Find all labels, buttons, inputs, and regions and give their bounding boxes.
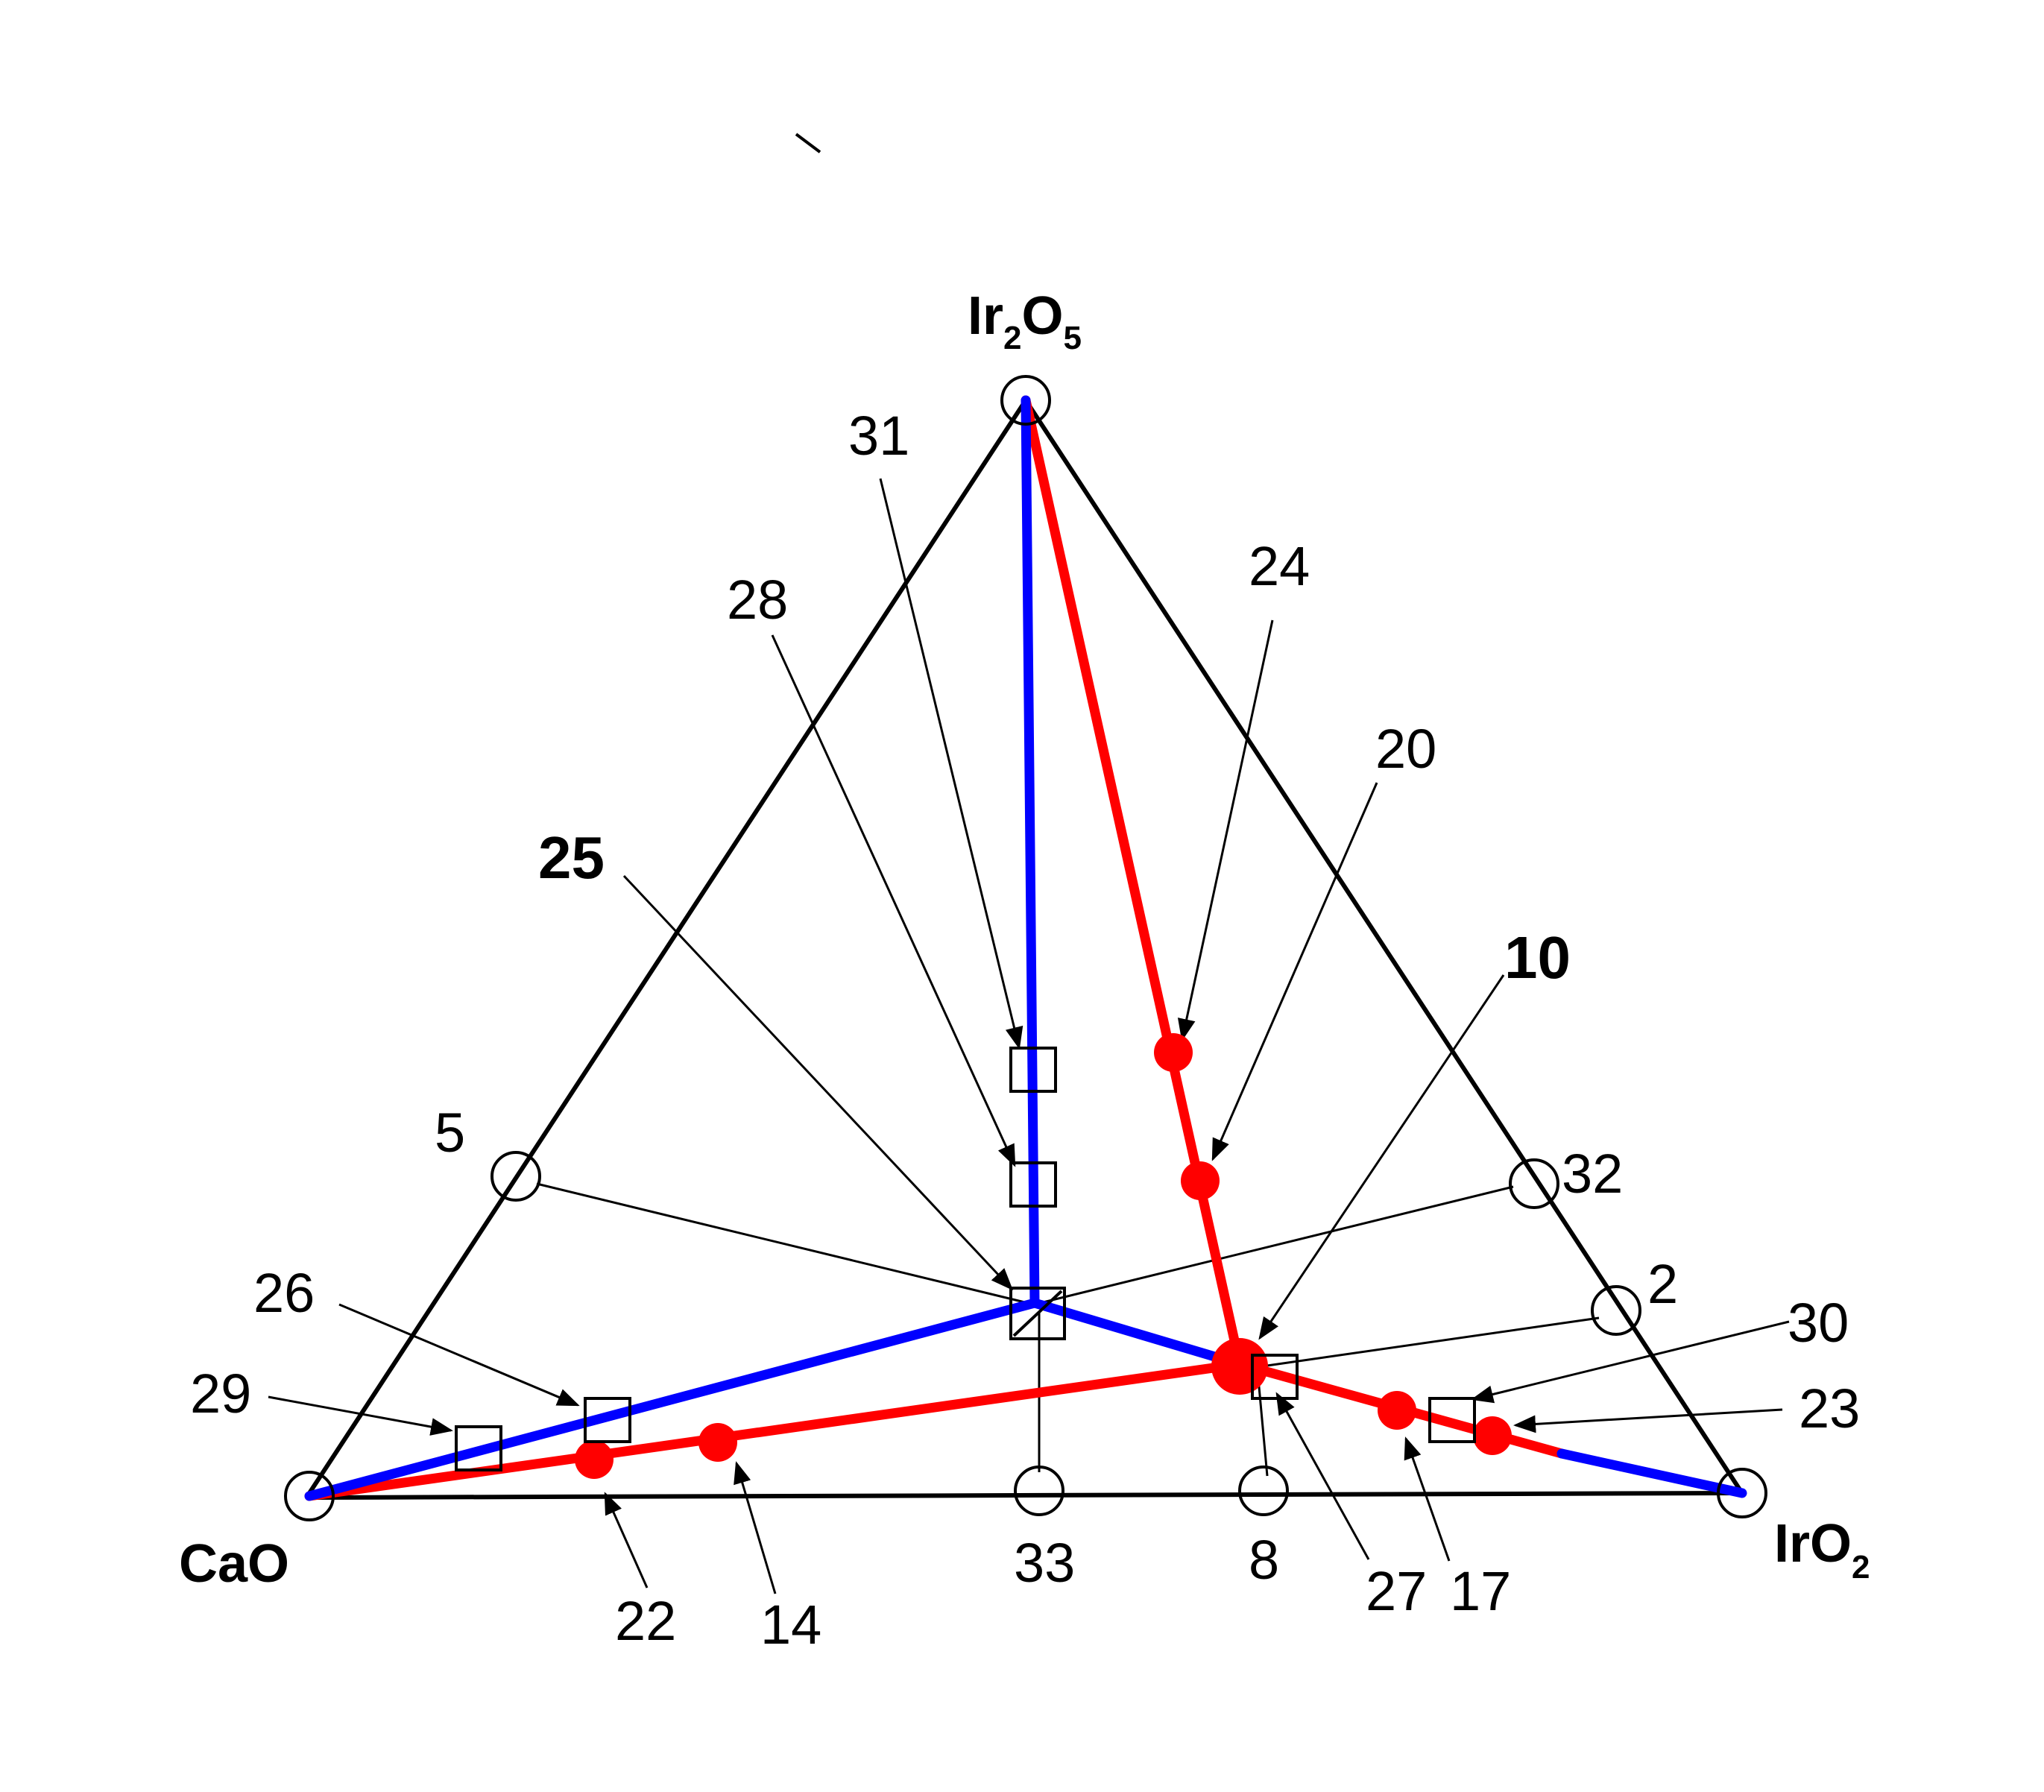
marker-31: [1009, 1047, 1057, 1093]
label-23: 23: [1799, 1378, 1860, 1439]
marker-25-diagonal: [1012, 1290, 1063, 1337]
marker-24: [1154, 1033, 1193, 1072]
arrow-26: [338, 1303, 580, 1407]
label-27: 27: [1366, 1560, 1427, 1622]
marker-33: [1014, 1466, 1064, 1516]
marker-26: [584, 1397, 631, 1443]
arrow-23: [1513, 1408, 1783, 1433]
label-26: 26: [253, 1262, 315, 1324]
arrow-14: [734, 1461, 777, 1594]
stray-mark: [795, 133, 821, 154]
label-24: 24: [1249, 535, 1310, 597]
label-22: 22: [615, 1590, 676, 1652]
arrows: [268, 478, 1790, 1594]
marker-2: [1591, 1285, 1641, 1336]
filled-markers: [575, 1033, 1512, 1479]
label-33: 33: [1014, 1532, 1075, 1594]
arrow-31: [879, 478, 1023, 1050]
marker-27: [1251, 1354, 1299, 1400]
arrow-27: [1275, 1392, 1370, 1560]
marker-25: [1009, 1287, 1066, 1340]
red-line-ir2o5-to-10: [1021, 395, 1245, 1369]
arrow-20: [1211, 782, 1378, 1161]
edge-cao-iro2: [309, 1491, 1743, 1500]
blue-line-25-to-10: [1029, 1298, 1245, 1369]
arrow-28: [771, 634, 1016, 1167]
marker-29: [455, 1425, 502, 1471]
connector-2: [1267, 1316, 1600, 1367]
label-25: 25: [538, 824, 605, 891]
circle-markers: [284, 375, 1767, 1521]
marker-iro2: [1717, 1468, 1767, 1518]
square-markers: [455, 1047, 1476, 1471]
connector-lines: [536, 1182, 1600, 1477]
arrow-25: [622, 874, 1014, 1291]
vertex-label-ir2o5: Ir2O5: [968, 286, 1082, 356]
label-17: 17: [1450, 1560, 1511, 1622]
label-32: 32: [1562, 1143, 1623, 1205]
marker-22: [575, 1440, 613, 1479]
arrow-10: [1258, 974, 1505, 1340]
arrow-30: [1471, 1320, 1790, 1404]
label-5: 5: [435, 1102, 465, 1164]
marker-8: [1238, 1466, 1289, 1516]
blue-tie-lines: [304, 395, 1747, 1501]
connector-5: [536, 1182, 1035, 1306]
vertex-label-iro2: IrO2: [1774, 1514, 1870, 1586]
blue-line-ir2o5-to-25: [1021, 395, 1040, 1308]
arrow-29: [268, 1395, 453, 1436]
connector-32: [1033, 1185, 1514, 1306]
marker-20: [1181, 1161, 1220, 1200]
marker-32: [1509, 1158, 1559, 1209]
marker-17: [1378, 1391, 1416, 1430]
label-31: 31: [848, 405, 909, 467]
marker-30: [1428, 1397, 1476, 1443]
marker-5: [491, 1151, 541, 1202]
vertex-label-cao: CaO: [179, 1534, 289, 1594]
label-28: 28: [727, 569, 788, 631]
label-8: 8: [1249, 1529, 1279, 1591]
marker-28: [1009, 1161, 1057, 1208]
label-10: 10: [1504, 924, 1571, 991]
label-20: 20: [1375, 718, 1436, 780]
arrow-22: [604, 1492, 649, 1588]
label-2: 2: [1647, 1253, 1678, 1315]
marker-ir2o5: [1000, 375, 1051, 426]
label-29: 29: [190, 1363, 251, 1425]
marker-10: [1211, 1338, 1268, 1395]
label-14: 14: [760, 1594, 821, 1656]
blue-line-to-iro2: [1556, 1448, 1747, 1498]
marker-14: [698, 1423, 737, 1462]
marker-23: [1473, 1416, 1512, 1455]
edge-ir2o5-iro2: [1023, 399, 1744, 1495]
marker-cao: [284, 1471, 335, 1521]
arrow-24: [1177, 619, 1274, 1041]
arrow-17: [1404, 1436, 1451, 1562]
blue-line-cao-to-25: [304, 1298, 1040, 1501]
red-line-cao-to-10: [304, 1359, 1245, 1501]
label-30: 30: [1788, 1292, 1849, 1354]
